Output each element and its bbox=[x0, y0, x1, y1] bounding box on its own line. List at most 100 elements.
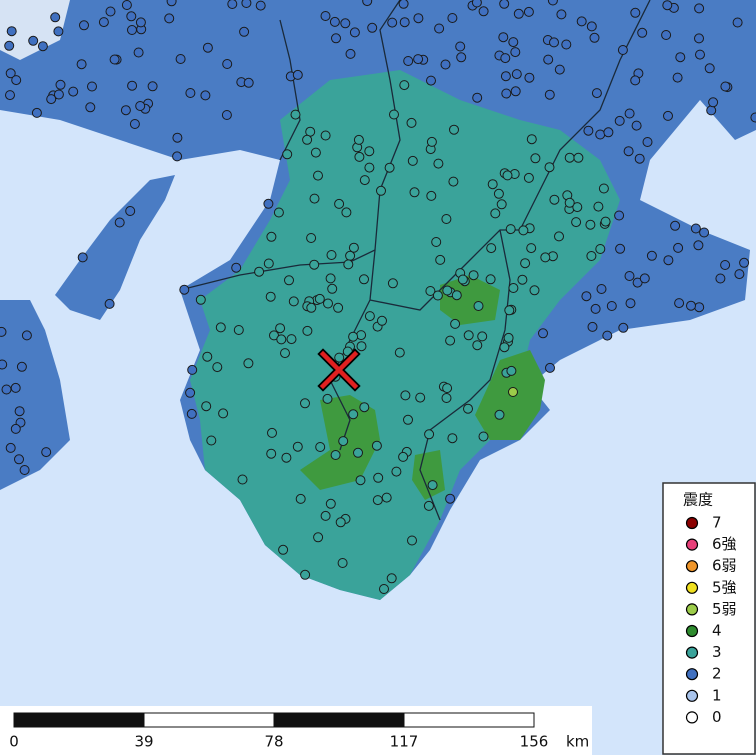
station bbox=[292, 69, 303, 80]
station bbox=[614, 115, 625, 126]
intensity-4-area bbox=[440, 275, 500, 325]
station bbox=[704, 63, 715, 74]
legend-marker bbox=[685, 711, 699, 724]
station bbox=[387, 278, 398, 289]
station bbox=[399, 17, 410, 28]
station bbox=[362, 0, 373, 7]
station bbox=[5, 68, 16, 79]
station bbox=[708, 97, 719, 108]
station bbox=[147, 81, 158, 92]
station bbox=[275, 323, 286, 334]
station bbox=[456, 52, 467, 63]
station bbox=[372, 495, 383, 506]
station bbox=[455, 41, 466, 52]
station bbox=[549, 194, 560, 205]
scale-tick-label: 156 bbox=[520, 733, 549, 751]
station bbox=[529, 285, 540, 296]
station bbox=[646, 250, 657, 261]
station bbox=[46, 94, 57, 105]
station bbox=[114, 217, 125, 228]
station bbox=[41, 447, 52, 458]
station bbox=[348, 409, 359, 420]
station bbox=[334, 352, 345, 363]
station bbox=[120, 105, 131, 116]
station bbox=[0, 326, 7, 337]
station bbox=[426, 75, 436, 86]
station bbox=[498, 32, 509, 43]
station bbox=[440, 59, 451, 70]
station bbox=[254, 266, 265, 277]
station bbox=[508, 37, 519, 48]
scale-segment bbox=[273, 712, 405, 728]
station bbox=[564, 152, 575, 163]
station bbox=[340, 18, 351, 29]
scale-tick-label: 0 bbox=[9, 733, 19, 751]
station bbox=[441, 393, 452, 403]
station bbox=[448, 176, 459, 187]
station bbox=[720, 81, 731, 92]
station bbox=[506, 365, 517, 376]
station bbox=[672, 72, 683, 83]
station bbox=[348, 242, 359, 253]
station bbox=[499, 0, 510, 9]
legend-label: 6強 bbox=[712, 535, 737, 553]
legend-title: 震度 bbox=[683, 491, 713, 509]
station bbox=[496, 199, 507, 210]
station bbox=[353, 447, 363, 458]
station bbox=[326, 250, 337, 260]
station bbox=[595, 129, 606, 140]
station bbox=[663, 110, 673, 121]
station bbox=[615, 243, 626, 254]
station bbox=[185, 387, 196, 398]
legend-label: 4 bbox=[712, 622, 722, 640]
station bbox=[16, 361, 27, 372]
station bbox=[127, 25, 137, 35]
station bbox=[518, 225, 529, 236]
station bbox=[523, 172, 534, 183]
station bbox=[179, 284, 190, 295]
station bbox=[493, 188, 504, 199]
station bbox=[447, 13, 458, 23]
station bbox=[606, 301, 617, 311]
station bbox=[10, 423, 21, 434]
station bbox=[175, 54, 186, 64]
station bbox=[195, 294, 206, 305]
station bbox=[222, 59, 233, 69]
station bbox=[323, 298, 333, 309]
station bbox=[463, 330, 474, 341]
station bbox=[306, 302, 317, 313]
station bbox=[403, 56, 414, 66]
station bbox=[398, 451, 409, 462]
station bbox=[587, 321, 598, 332]
station bbox=[520, 258, 531, 269]
station bbox=[87, 81, 97, 92]
station bbox=[631, 120, 642, 131]
station bbox=[330, 450, 341, 460]
station bbox=[500, 71, 511, 82]
station bbox=[292, 441, 303, 452]
station bbox=[564, 197, 575, 208]
scale-segment bbox=[143, 712, 275, 728]
station bbox=[367, 22, 378, 33]
station bbox=[221, 110, 232, 120]
station bbox=[331, 33, 341, 44]
station bbox=[556, 9, 567, 20]
scale-unit: km bbox=[566, 733, 589, 751]
station bbox=[511, 69, 522, 80]
station bbox=[581, 291, 592, 302]
station bbox=[510, 47, 521, 58]
station bbox=[433, 158, 444, 169]
station bbox=[449, 124, 459, 135]
station bbox=[508, 283, 519, 293]
station bbox=[206, 435, 217, 446]
legend-marker bbox=[685, 581, 699, 594]
station bbox=[399, 80, 410, 91]
station bbox=[356, 341, 367, 352]
station bbox=[314, 293, 325, 304]
station bbox=[5, 90, 15, 101]
station bbox=[585, 219, 596, 230]
station bbox=[624, 271, 635, 281]
station bbox=[500, 53, 511, 64]
station bbox=[630, 7, 641, 18]
station bbox=[359, 274, 369, 285]
